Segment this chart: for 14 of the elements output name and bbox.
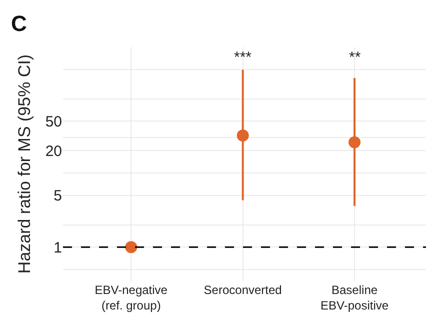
chart-title: C (11, 11, 27, 36)
y-tick-label: 1 (54, 239, 62, 256)
y-tick-label: 5 (54, 188, 62, 205)
y-axis-title: Hazard ratio for MS (95% CI) (14, 54, 34, 274)
point (236, 130, 249, 142)
annotation: *** (234, 49, 252, 66)
point (125, 241, 138, 254)
x-tick-label: EBV-negative (ref. group) (94, 283, 168, 313)
y-tick-label: 50 (45, 113, 62, 130)
point (348, 136, 361, 148)
y-tick-label: 20 (45, 142, 62, 160)
x-tick-label: Baseline EBV-positive (320, 283, 389, 313)
x-tick-label: Seroconverted (204, 283, 282, 297)
annotation: ** (349, 49, 361, 66)
